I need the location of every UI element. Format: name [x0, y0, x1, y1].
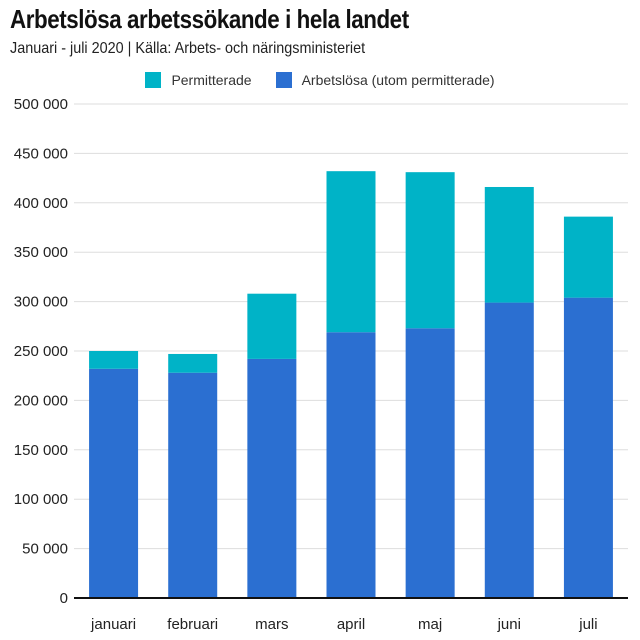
x-tick-label: april [337, 616, 365, 633]
legend-item-permitterade: Permitterade [145, 72, 252, 88]
legend-label-arbetslosa: Arbetslösa (utom permitterade) [301, 72, 495, 88]
chart-legend: Permitterade Arbetslösa (utom permittera… [0, 72, 640, 88]
y-tick-label: 400 000 [14, 195, 68, 212]
x-tick-label: juni [497, 616, 521, 633]
bar-arbetslosa [405, 328, 455, 598]
y-tick-label: 100 000 [14, 491, 68, 508]
legend-label-permitterade: Permitterade [171, 72, 252, 88]
y-tick-label: 450 000 [14, 145, 68, 162]
bar-permitterade [484, 186, 534, 303]
y-tick-label: 250 000 [14, 343, 68, 360]
chart-title: Arbetslösa arbetssökande i hela landet [10, 4, 409, 34]
chart-subtitle: Januari - juli 2020 | Källa: Arbets- och… [10, 40, 366, 57]
legend-item-arbetslosa: Arbetslösa (utom permitterade) [275, 72, 495, 88]
bar-permitterade [89, 351, 139, 369]
bar-arbetslosa [247, 358, 297, 598]
x-tick-label: juli [578, 616, 597, 633]
bar-arbetslosa [168, 372, 218, 598]
y-tick-label: 150 000 [14, 442, 68, 459]
x-tick-label: maj [418, 616, 442, 633]
x-tick-label: januari [90, 616, 136, 633]
bar-permitterade [168, 353, 218, 373]
bar-arbetslosa [89, 368, 139, 598]
y-tick-label: 300 000 [14, 294, 68, 311]
bar-permitterade [405, 172, 455, 329]
bar-permitterade [247, 293, 297, 359]
x-tick-label: mars [255, 616, 288, 633]
bar-arbetslosa [484, 302, 534, 598]
legend-swatch-arbetslosa [275, 72, 292, 88]
y-tick-label: 50 000 [22, 541, 68, 558]
y-tick-label: 350 000 [14, 244, 68, 261]
y-tick-label: 200 000 [14, 392, 68, 409]
x-tick-label: februari [167, 616, 218, 633]
y-tick-label: 0 [60, 590, 68, 607]
legend-swatch-permitterade [145, 72, 162, 88]
bar-arbetslosa [326, 332, 376, 598]
bar-permitterade [326, 171, 376, 333]
bar-permitterade [563, 216, 613, 298]
y-tick-label: 500 000 [14, 96, 68, 113]
bar-arbetslosa [563, 297, 613, 598]
